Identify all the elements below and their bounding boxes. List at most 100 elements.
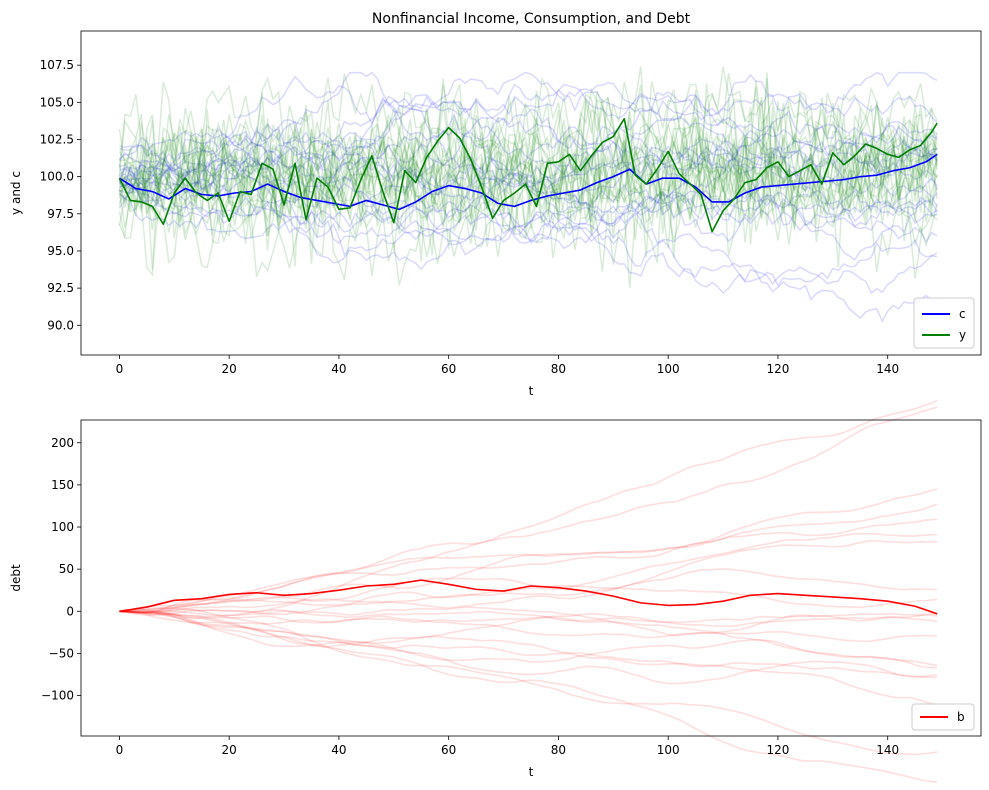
background-consumption-path (119, 120, 938, 197)
background-debt-path (119, 610, 938, 706)
background-debt-path (119, 610, 938, 685)
background-consumption-path (119, 126, 938, 216)
background-income-path (118, 119, 938, 270)
bottom-x-axis-label: t (529, 765, 534, 779)
y-tick-label: 95.0 (47, 244, 74, 258)
y-tick-label: 97.5 (47, 207, 74, 221)
background-income-path (118, 161, 938, 286)
x-tick-label: 120 (766, 743, 789, 757)
bottom-series-lines (119, 579, 938, 615)
background-debt-path (119, 568, 938, 614)
x-tick-label: 140 (876, 743, 899, 757)
bottom-x-ticks: 0 20 40 60 80 100 120 140 (116, 736, 899, 757)
background-income-path (118, 66, 938, 171)
top-chart-title: Nonfinancial Income, Consumption, and De… (372, 11, 691, 27)
background-consumption-path (119, 106, 938, 244)
y-tick-label: 102.5 (40, 132, 74, 146)
background-consumption-path (118, 73, 938, 182)
x-tick-label: 40 (331, 362, 346, 376)
x-tick-label: 0 (116, 362, 124, 376)
background-consumption-path (119, 177, 938, 295)
background-income-path (118, 72, 938, 234)
background-consumption-path (118, 143, 938, 227)
background-debt-path (119, 518, 938, 613)
background-income-path (119, 73, 938, 202)
legend-label-b: b (957, 710, 965, 724)
x-tick-label: 20 (222, 362, 237, 376)
background-debt-path (119, 607, 938, 756)
top-series-lines (118, 117, 938, 233)
background-consumption-path (119, 71, 938, 187)
background-consumption-path (118, 125, 938, 244)
background-income-path (118, 150, 938, 288)
background-debt-path (119, 577, 938, 613)
y-tick-label: 105.0 (40, 95, 74, 109)
y-tick-label: 150 (51, 478, 74, 492)
y-tick-label: 92.5 (47, 281, 74, 295)
bottom-y-axis-label: debt (9, 564, 23, 592)
y-tick-label: 107.5 (40, 58, 74, 72)
bottom-legend: b (911, 703, 975, 731)
background-income-path (118, 118, 938, 268)
background-income-path (118, 126, 938, 264)
background-income-path (119, 80, 938, 226)
top-y-axis-label: y and c (9, 171, 23, 215)
background-consumption-path (119, 151, 938, 323)
background-debt-path (119, 610, 938, 644)
legend-label-y: y (959, 328, 966, 342)
background-income-path (118, 90, 938, 203)
background-consumption-path (118, 99, 938, 191)
background-consumption-path (119, 179, 938, 240)
background-debt-path (119, 503, 938, 613)
background-income-path (118, 92, 938, 220)
x-tick-label: 80 (551, 362, 566, 376)
background-consumption-path (119, 134, 938, 204)
y-tick-label: −50 (49, 646, 74, 660)
x-tick-label: 140 (876, 362, 899, 376)
y-tick-label: 100.0 (40, 170, 74, 184)
series-line-y (118, 117, 938, 233)
background-consumption-path (119, 71, 938, 188)
background-consumption-path (119, 94, 938, 191)
background-debt-path (119, 608, 938, 643)
background-income-path (118, 96, 938, 224)
y-tick-label: 200 (51, 436, 74, 450)
background-income-path (118, 131, 938, 279)
bottom-y-ticks: −100 −50 0 50 100 150 200 (41, 436, 81, 703)
bottom-plot-frame (80, 419, 982, 737)
y-tick-label: 50 (59, 562, 74, 576)
background-debt-path (119, 610, 938, 783)
background-debt-path (119, 539, 938, 613)
background-consumption-path (118, 180, 938, 295)
y-tick-label: −100 (41, 689, 74, 703)
top-y-ticks: 90.0 92.5 95.0 97.5 100.0 102.5 105.0 107.5 (40, 58, 81, 332)
bottom-panel: 0 20 40 60 80 100 120 140 −100 −50 0 50 100 150 200 t… (9, 399, 982, 783)
top-legend: c y (913, 297, 975, 349)
x-tick-label: 80 (551, 743, 566, 757)
background-debt-path (119, 399, 938, 618)
background-income-path (118, 131, 938, 267)
background-consumption-path (118, 83, 938, 198)
x-tick-label: 60 (441, 362, 456, 376)
y-tick-label: 90.0 (47, 318, 74, 332)
top-plot-frame (80, 30, 982, 356)
background-debt-path (119, 532, 938, 614)
background-income-path (118, 109, 938, 256)
x-tick-label: 60 (441, 743, 456, 757)
x-tick-label: 100 (657, 743, 680, 757)
legend-label-c: c (959, 307, 966, 321)
x-tick-label: 40 (331, 743, 346, 757)
x-tick-label: 0 (116, 743, 124, 757)
background-income-path (118, 119, 938, 217)
x-tick-label: 120 (766, 362, 789, 376)
top-x-axis-label: t (529, 384, 534, 398)
x-tick-label: 100 (657, 362, 680, 376)
y-tick-label: 0 (66, 604, 74, 618)
series-line-b (119, 579, 938, 615)
y-tick-label: 100 (51, 520, 74, 534)
top-x-ticks: 0 20 40 60 80 100 120 140 (116, 355, 899, 376)
background-debt-path (119, 606, 938, 637)
series-line-c (118, 153, 938, 211)
